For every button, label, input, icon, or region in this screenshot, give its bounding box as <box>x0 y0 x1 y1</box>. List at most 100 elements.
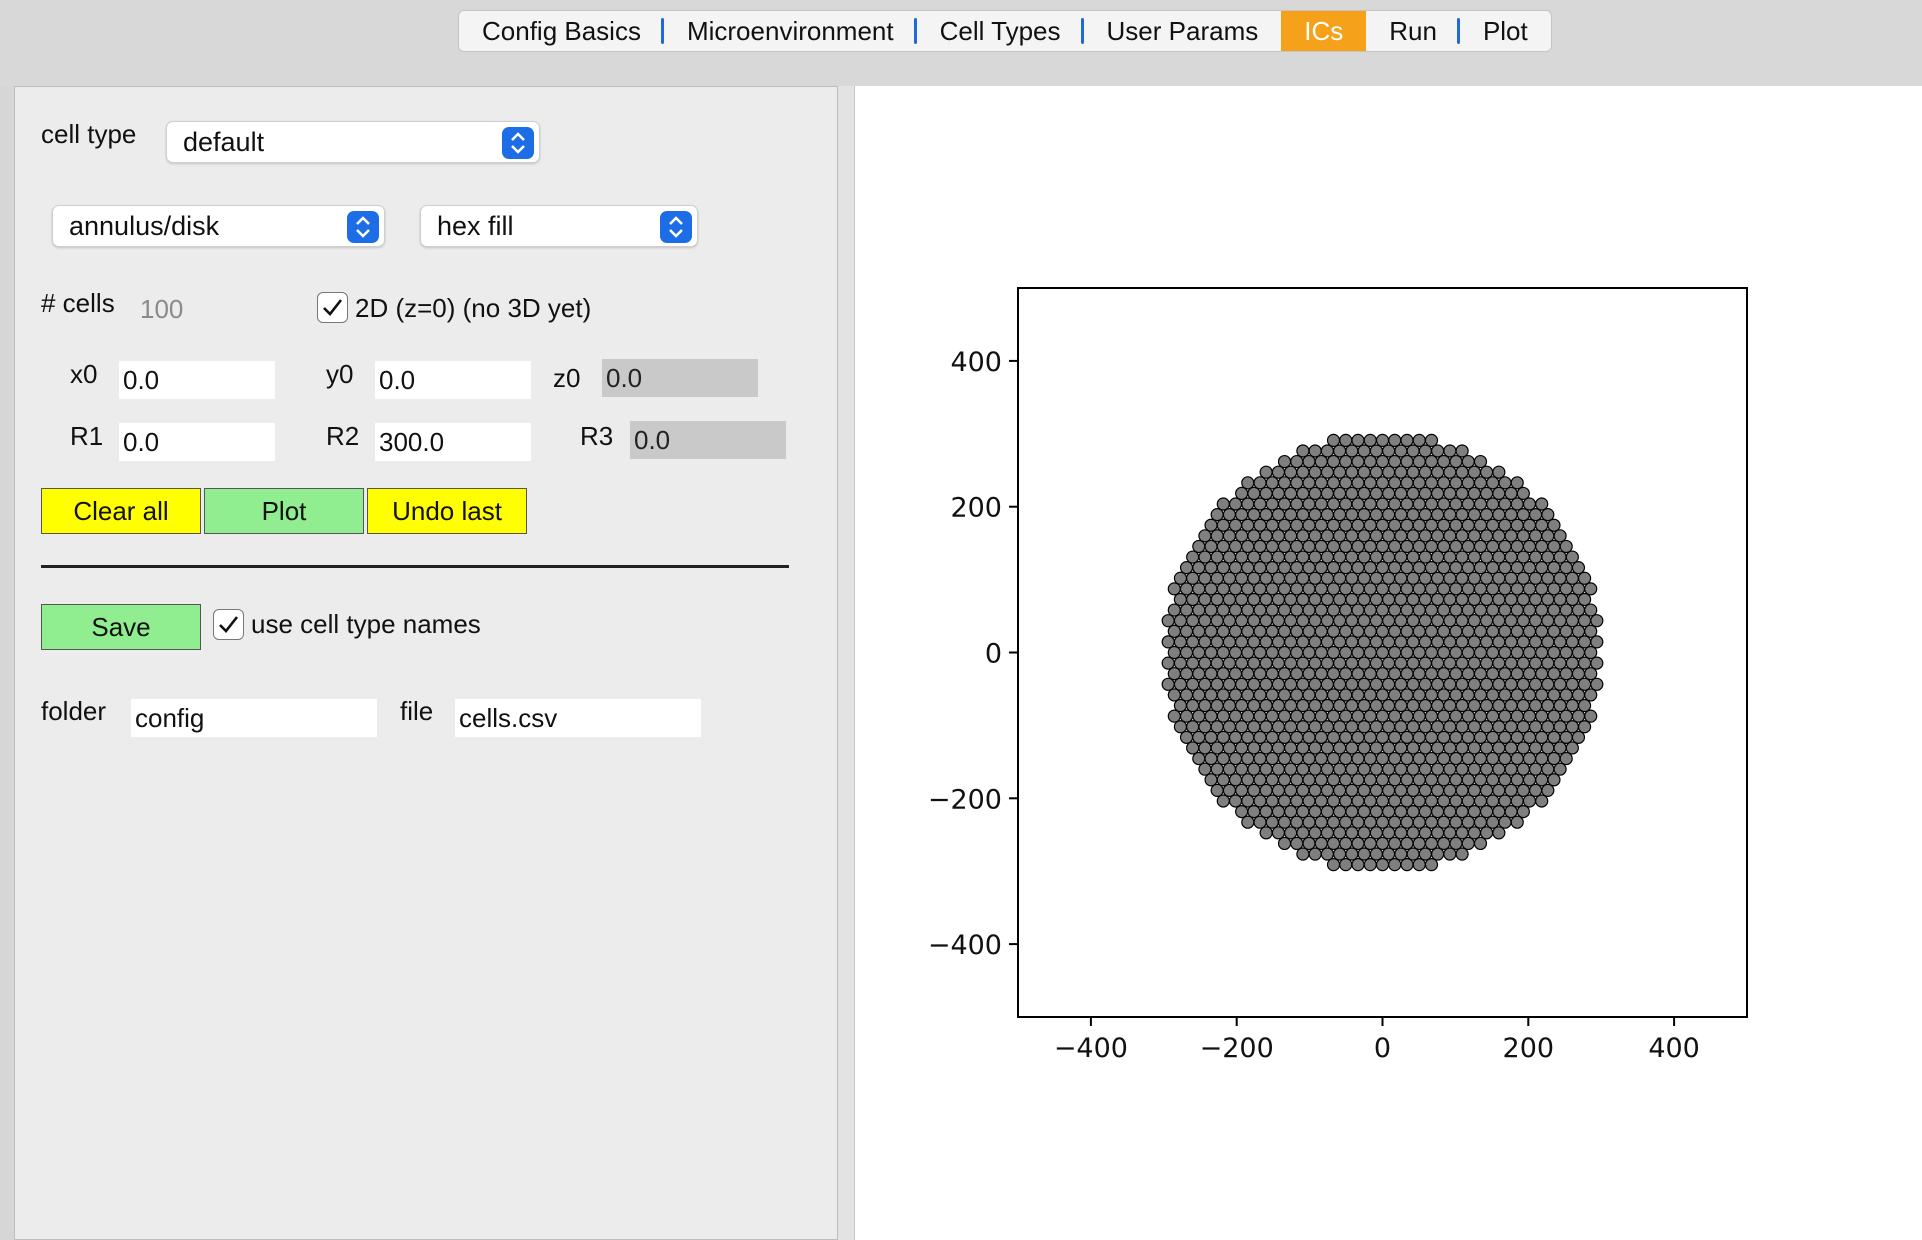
cell-marker <box>1522 624 1537 638</box>
cell-marker <box>1235 508 1249 522</box>
tab-ics[interactable]: ICs <box>1281 11 1367 51</box>
fill-value: hex fill <box>437 210 514 241</box>
cell-marker <box>1308 614 1322 628</box>
cell-marker <box>1265 645 1279 660</box>
cell-marker <box>1443 804 1457 819</box>
cell-marker <box>1510 730 1524 744</box>
cell-marker <box>1492 762 1506 776</box>
cell-marker <box>1333 804 1347 819</box>
cell-marker <box>1394 656 1408 670</box>
cell-marker <box>1265 518 1279 532</box>
cell-marker <box>1516 656 1530 670</box>
cell-marker <box>1173 720 1188 734</box>
cell-marker <box>1412 858 1426 872</box>
r3-input[interactable] <box>630 421 786 459</box>
cell-marker <box>1424 836 1439 851</box>
cell-marker <box>1461 730 1475 744</box>
cell-marker <box>1394 529 1408 543</box>
cell-marker <box>1290 751 1304 766</box>
cell-marker <box>1504 486 1518 501</box>
fill-select[interactable]: hex fill <box>420 205 698 247</box>
cell-marker <box>1565 635 1579 649</box>
tab-plot[interactable]: Plot <box>1482 15 1528 46</box>
cell-marker <box>1406 592 1420 607</box>
x0-input[interactable] <box>119 361 275 399</box>
cell-marker <box>1296 826 1310 840</box>
save-button[interactable]: Save <box>41 604 201 650</box>
r2-input[interactable] <box>375 423 531 461</box>
cell-marker <box>1461 624 1475 638</box>
cell-marker <box>1284 529 1298 543</box>
cell-marker <box>1486 561 1500 575</box>
y0-input[interactable] <box>375 361 531 399</box>
cell-marker <box>1522 561 1537 575</box>
cell-marker <box>1541 656 1555 670</box>
cell-marker <box>1357 529 1371 543</box>
cell-marker <box>1424 539 1439 554</box>
cell-marker <box>1235 592 1249 607</box>
cell-marker <box>1492 826 1506 840</box>
cell-marker <box>1216 730 1230 744</box>
cell-marker <box>1382 508 1396 522</box>
cell-marker <box>1369 677 1383 691</box>
cell-marker <box>1351 815 1365 829</box>
cell-marker <box>1375 730 1390 744</box>
cell-marker <box>1528 656 1543 670</box>
cell-marker <box>1528 614 1543 628</box>
twod-checkbox[interactable] <box>317 292 348 323</box>
cell-marker <box>1412 603 1426 617</box>
cell-marker <box>1431 486 1445 501</box>
cell-marker <box>1406 826 1420 840</box>
cell-marker <box>1241 645 1255 660</box>
cell-marker <box>1424 794 1439 808</box>
cell-marker <box>1455 550 1469 564</box>
geometry-select[interactable]: annulus/disk <box>52 205 385 247</box>
plot-button[interactable]: Plot <box>204 488 364 534</box>
cell-marker <box>1504 804 1518 819</box>
cell-marker <box>1253 645 1267 660</box>
cell-marker <box>1394 677 1408 691</box>
ncells-input[interactable] <box>136 290 296 328</box>
cell-marker <box>1412 476 1426 490</box>
clear-all-button[interactable]: Clear all <box>41 488 201 534</box>
tab-user-params[interactable]: User Params <box>1106 15 1259 46</box>
tab-cell-types[interactable]: Cell Types <box>917 11 1084 51</box>
cell-marker <box>1504 550 1518 564</box>
z0-input[interactable] <box>602 359 758 397</box>
undo-last-button[interactable]: Undo last <box>367 488 527 534</box>
tab-microenvironment[interactable]: Microenvironment <box>664 11 917 51</box>
cell-marker <box>1455 529 1469 543</box>
cell-marker <box>1241 773 1255 787</box>
cell-marker <box>1314 518 1328 532</box>
cell-type-select[interactable]: default <box>166 121 540 163</box>
cell-marker <box>1510 476 1524 490</box>
tab-run[interactable]: Run <box>1366 11 1460 51</box>
cell-marker <box>1461 518 1475 532</box>
chevron-updown-icon <box>347 211 379 243</box>
cell-marker <box>1486 582 1500 596</box>
cell-marker <box>1320 465 1334 479</box>
cell-marker <box>1253 751 1267 766</box>
use-names-checkbox[interactable] <box>213 609 244 640</box>
cell-marker <box>1565 677 1579 691</box>
cell-marker <box>1296 698 1310 713</box>
cell-marker <box>1424 497 1439 511</box>
file-input[interactable] <box>455 699 701 737</box>
cell-marker <box>1296 614 1310 628</box>
x-axis-ticks: −400 −200 0 200 400 <box>1054 1017 1700 1064</box>
cell-marker <box>1314 730 1328 744</box>
cell-marker <box>1204 645 1218 660</box>
cell-marker <box>1363 688 1377 702</box>
cell-marker <box>1167 645 1181 660</box>
tab-config-basics[interactable]: Config Basics <box>459 11 664 51</box>
cell-marker <box>1480 465 1494 479</box>
cell-marker <box>1565 571 1579 585</box>
cell-marker <box>1528 783 1543 797</box>
cell-marker <box>1473 815 1488 829</box>
cell-marker <box>1339 794 1353 808</box>
cell-marker <box>1547 773 1561 787</box>
panel-splitter[interactable] <box>838 86 854 1240</box>
cell-marker <box>1210 698 1224 713</box>
r1-input[interactable] <box>119 423 275 461</box>
folder-input[interactable] <box>131 699 377 737</box>
